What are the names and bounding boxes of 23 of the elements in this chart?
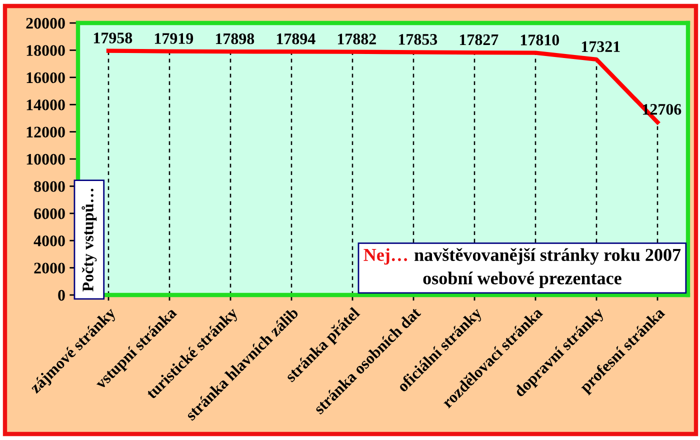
y-tick-label: 2000 (34, 262, 65, 274)
data-label: 17894 (276, 33, 316, 44)
data-label: 17853 (398, 34, 438, 45)
data-label: 17958 (94, 32, 132, 44)
y-tick-label: 16000 (26, 72, 65, 84)
y-axis-title: Počty vstupů… (82, 188, 97, 292)
y-tick-label: 20000 (26, 18, 65, 29)
y-tick-label: 0 (58, 290, 65, 301)
text: Nej… navštěvovanější stránky roku 2007 (364, 248, 681, 265)
text: osobní webové prezentace (423, 272, 622, 288)
y-tick-label: 12000 (26, 126, 65, 138)
data-label: 17810 (520, 34, 560, 46)
data-label: 17321 (582, 41, 620, 52)
data-label: 17882 (338, 34, 376, 44)
data-label: 17898 (216, 33, 254, 44)
data-label: 17827 (460, 34, 498, 46)
y-tick-label: 10000 (26, 154, 65, 165)
y-tick-label: 14000 (26, 100, 65, 110)
y-tick-label: 4000 (34, 236, 65, 246)
y-tick-label: 8000 (34, 181, 65, 192)
data-label: 17919 (154, 33, 194, 44)
y-tick-label: 18000 (26, 45, 65, 56)
y-tick-label: 6000 (34, 208, 65, 220)
